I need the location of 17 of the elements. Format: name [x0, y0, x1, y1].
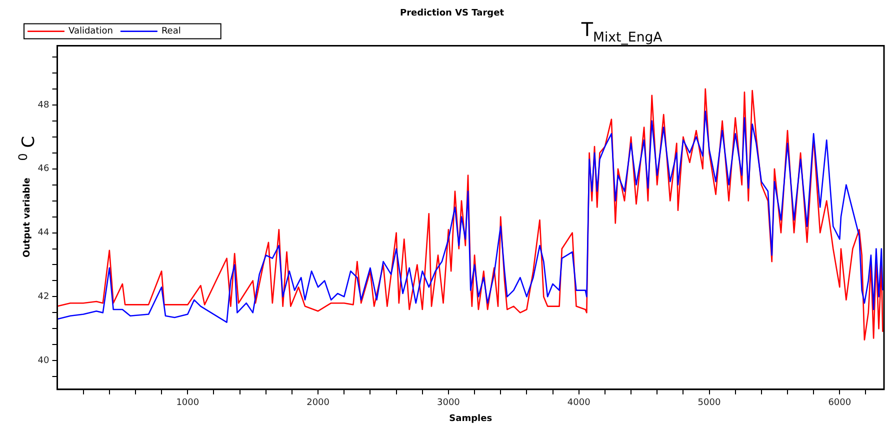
y-tick-label: 44	[38, 228, 50, 238]
legend-label: Validation	[68, 26, 113, 37]
y-tick-label: 48	[38, 100, 50, 110]
x-tick-label: 6000	[828, 398, 852, 408]
x-tick-label: 2000	[306, 398, 330, 408]
x-tick-label: 5000	[698, 398, 721, 408]
x-tick-label: 3000	[437, 398, 460, 408]
text: 0 C	[16, 136, 39, 161]
y-tick-label: 46	[38, 164, 50, 174]
y-axis-title: Output variable	[22, 178, 33, 258]
legend-label: Real	[161, 26, 181, 37]
x-tick-label: 4000	[567, 398, 591, 408]
x-axis-title: Samples	[449, 414, 492, 424]
x-tick-label: 1000	[176, 398, 200, 408]
y-tick-label: 42	[38, 292, 50, 302]
y-tick-label: 40	[38, 356, 50, 366]
chart-title: Prediction VS Target	[400, 8, 505, 19]
